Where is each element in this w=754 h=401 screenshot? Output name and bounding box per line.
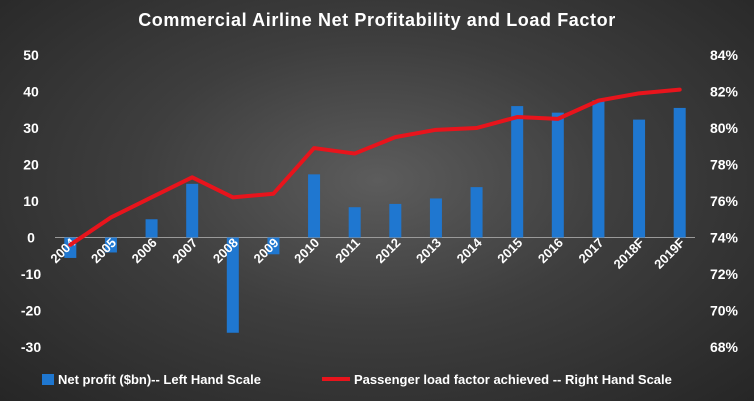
chart-title: Commercial Airline Net Profitability and… xyxy=(138,10,616,30)
load-factor-line xyxy=(68,87,682,247)
y-left-tick-label: 10 xyxy=(23,193,39,209)
legend-swatch-load-factor xyxy=(322,377,350,381)
bar-net-profit-2019F xyxy=(673,107,686,238)
bar-net-profit-2014 xyxy=(470,187,483,238)
x-tick-label: 2014 xyxy=(454,234,486,266)
legend-label-load-factor: Passenger load factor achieved -- Right … xyxy=(354,372,672,387)
y-right-tick-label: 84% xyxy=(710,47,739,63)
bar-net-profit-2016 xyxy=(551,112,564,238)
y-axis-right: 84% 82% 80% 78% 76% 74% 72% 70% 68% xyxy=(710,47,739,355)
bar-net-profit-2008 xyxy=(226,237,239,333)
y-left-tick-label: -30 xyxy=(21,339,41,355)
bar-net-profit-2007 xyxy=(186,183,199,238)
y-left-tick-label: 50 xyxy=(23,47,39,63)
y-right-tick-label: 76% xyxy=(710,193,739,209)
bar-net-profit-2015 xyxy=(511,106,524,238)
bar-net-profit-2012 xyxy=(389,203,402,238)
y-right-tick-label: 70% xyxy=(710,303,739,319)
legend-swatch-net-profit xyxy=(42,374,54,385)
net-profit-bars xyxy=(64,100,686,333)
x-tick-label: 2018F xyxy=(611,235,648,272)
x-tick-label: 2017 xyxy=(576,235,607,266)
bar-net-profit-2017 xyxy=(592,100,605,238)
y-left-tick-label: 20 xyxy=(23,157,39,173)
bar-net-profit-2006 xyxy=(145,219,158,238)
y-right-tick-label: 72% xyxy=(710,266,739,282)
legend-label-net-profit: Net profit ($bn)-- Left Hand Scale xyxy=(58,372,261,387)
y-left-tick-label: 40 xyxy=(23,84,39,100)
y-right-tick-label: 74% xyxy=(710,230,739,246)
x-tick-label: 2012 xyxy=(372,235,403,266)
x-tick-label: 2006 xyxy=(129,235,160,266)
bar-net-profit-2013 xyxy=(429,198,442,238)
y-left-tick-label: 0 xyxy=(27,230,35,246)
load-factor-line-layer xyxy=(68,87,682,247)
y-axis-left: 50 40 30 20 10 0 -10 -20 -30 xyxy=(21,47,41,355)
x-tick-label: 2019F xyxy=(651,235,688,272)
bar-net-profit-2011 xyxy=(348,207,361,238)
x-tick-label: 2013 xyxy=(413,235,444,266)
bar-net-profit-2018F xyxy=(633,119,646,238)
x-tick-label: 2016 xyxy=(535,235,566,266)
x-tick-label: 2007 xyxy=(169,235,200,266)
y-right-tick-label: 82% xyxy=(710,84,739,100)
x-tick-label: 2010 xyxy=(291,235,322,266)
legend: Net profit ($bn)-- Left Hand Scale Passe… xyxy=(42,372,672,387)
y-left-tick-label: -10 xyxy=(21,266,41,282)
x-tick-label: 2015 xyxy=(494,235,525,266)
y-left-tick-label: -20 xyxy=(21,303,41,319)
bar-net-profit-2009 xyxy=(267,237,280,255)
x-axis-categories: 2004 2005 2006 2007 2008 2009 2010 2011 2012 2013… xyxy=(47,234,687,271)
bar-net-profit-2010 xyxy=(308,174,321,238)
x-tick-label: 2011 xyxy=(332,235,363,266)
y-left-tick-label: 30 xyxy=(23,120,39,136)
y-right-tick-label: 68% xyxy=(710,339,739,355)
bar-net-profit-2005 xyxy=(104,237,117,253)
y-right-tick-label: 80% xyxy=(710,120,739,136)
y-right-tick-label: 78% xyxy=(710,157,739,173)
